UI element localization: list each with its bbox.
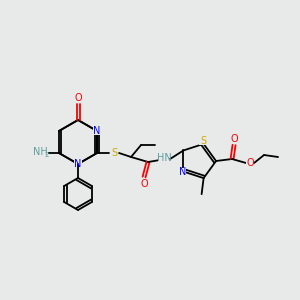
Bar bbox=[30, 148, 48, 158]
Text: 2: 2 bbox=[45, 152, 49, 158]
Bar bbox=[74, 160, 82, 168]
Text: S: S bbox=[201, 136, 207, 146]
Text: NH: NH bbox=[33, 147, 47, 157]
Text: O: O bbox=[230, 134, 238, 144]
Bar bbox=[93, 127, 101, 135]
Text: N: N bbox=[93, 126, 101, 136]
Text: O: O bbox=[74, 93, 82, 103]
Bar bbox=[178, 168, 187, 176]
Text: HN: HN bbox=[157, 153, 171, 163]
Bar bbox=[158, 154, 172, 163]
Bar bbox=[199, 136, 208, 146]
Bar bbox=[74, 95, 82, 103]
Text: N: N bbox=[74, 159, 82, 169]
Bar bbox=[246, 158, 255, 167]
Text: S: S bbox=[111, 148, 117, 158]
Text: O: O bbox=[246, 158, 254, 168]
Bar bbox=[140, 179, 148, 187]
Text: N: N bbox=[179, 167, 186, 177]
Bar bbox=[230, 135, 238, 143]
Text: O: O bbox=[140, 179, 148, 189]
Bar bbox=[110, 148, 118, 158]
